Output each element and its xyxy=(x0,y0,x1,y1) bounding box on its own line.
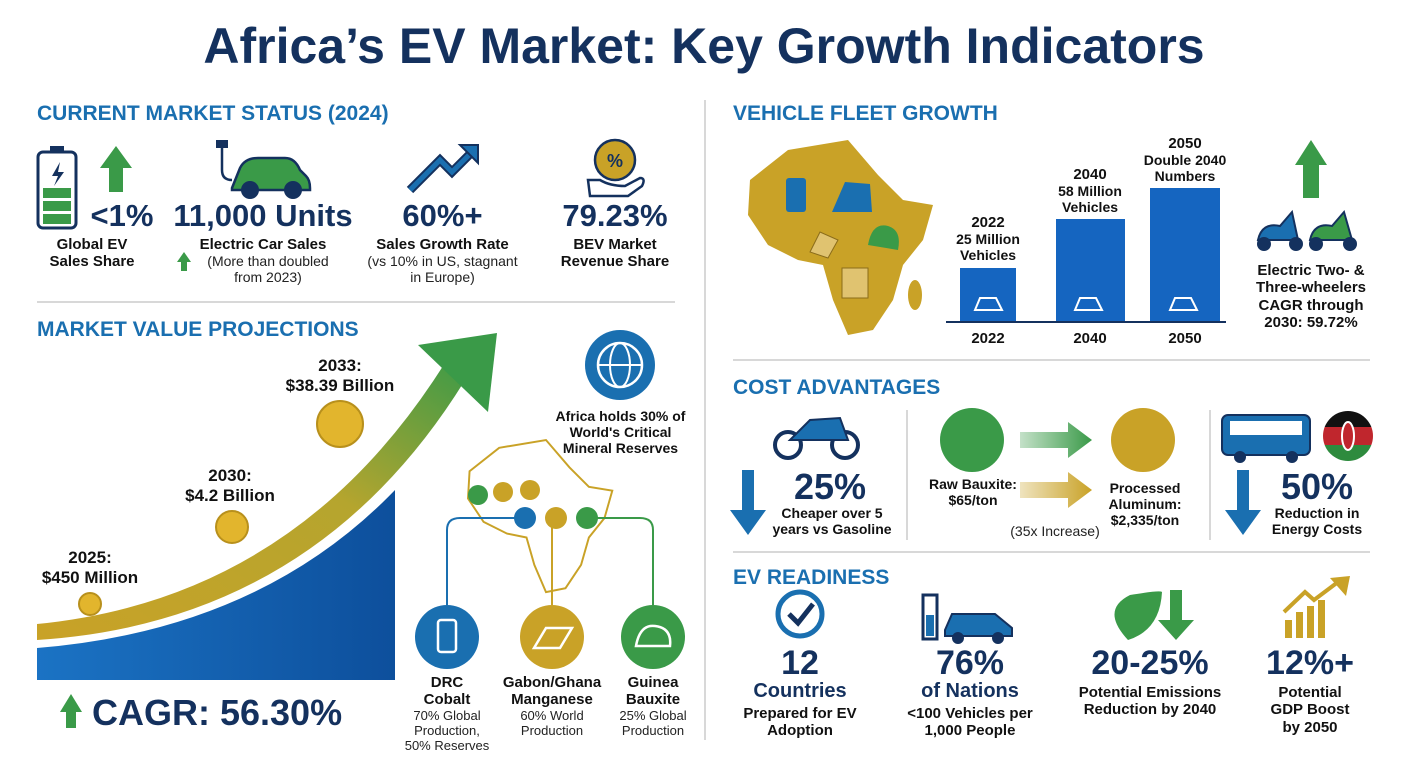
svg-text:%: % xyxy=(607,151,623,171)
mineral-connectors xyxy=(446,517,654,605)
bar-text: Double 2040 Numbers xyxy=(1143,152,1227,185)
mineral-circles xyxy=(415,605,685,669)
aluminum-circle xyxy=(1111,408,1175,472)
section-heading: VEHICLE FLEET GROWTH xyxy=(733,102,998,125)
readiness-value: 12%+ xyxy=(1266,644,1354,682)
mineral-badges xyxy=(468,480,598,529)
mineral-note: 70% Global Production, 50% Reserves xyxy=(404,708,490,753)
bar-text: 25 Million Vehicles xyxy=(956,231,1020,264)
charger-car-icon xyxy=(921,593,1013,644)
kenya-flag xyxy=(1323,411,1373,461)
growth-arrow-head xyxy=(418,333,497,412)
bar-year: 2022 xyxy=(971,330,1005,347)
readiness-value: 76% xyxy=(935,644,1005,682)
mineral-country: Guinea xyxy=(627,674,679,691)
bauxite-raw: Raw Bauxite: $65/ton xyxy=(929,476,1017,509)
mineral-country: Gabon/Ghana xyxy=(502,674,602,691)
bar-top: 2022 xyxy=(971,214,1005,231)
bar-year: 2050 xyxy=(1168,330,1202,347)
stat-note: (vs 10% in US, stagnant in Europe) xyxy=(367,253,518,286)
motorcycle-icon xyxy=(773,416,860,460)
increase-note: (35x Increase) xyxy=(1010,523,1100,539)
readiness-text: Prepared for EV Adoption xyxy=(743,705,857,740)
mineral-note: 25% Global Production xyxy=(619,708,687,738)
cost-value: 50% xyxy=(1280,466,1354,507)
value-area xyxy=(37,490,395,680)
down-arrow xyxy=(1225,470,1261,535)
check-icon xyxy=(775,589,825,639)
aluminum-processed: Processed Aluminum: $2,335/ton xyxy=(1108,480,1182,529)
stat-value: 79.23% xyxy=(562,198,668,233)
scooter-icons xyxy=(1256,209,1357,251)
dividers xyxy=(37,100,1370,740)
bus-icon xyxy=(1221,414,1311,463)
fleet-bars xyxy=(960,188,1220,322)
stat-value: 11,000 Units xyxy=(173,198,353,233)
readiness-unit: of Nations xyxy=(921,680,1019,702)
section-heading: MARKET VALUE PROJECTIONS xyxy=(37,318,359,341)
cost-text: Cheaper over 5 years vs Gasoline xyxy=(772,505,892,538)
stat-label: Electric Car Sales xyxy=(199,236,327,253)
down-arrow xyxy=(730,470,766,535)
car-plug-icon xyxy=(216,140,312,199)
readiness-text: Potential GDP Boost by 2050 xyxy=(1270,684,1350,736)
stat-label: Sales Growth Rate xyxy=(376,236,509,253)
point-year: 2025: xyxy=(68,548,112,567)
mineral-name: Bauxite xyxy=(625,691,681,708)
point-year: 2033: xyxy=(318,356,362,375)
stat-note: (More than doubled from 2023) xyxy=(207,253,329,286)
mineral-name: Manganese xyxy=(511,691,593,708)
readiness-unit: Countries xyxy=(753,680,847,702)
title: Africa’s EV Market: Key Growth Indicator… xyxy=(203,18,1205,74)
fleet-up-arrow xyxy=(1295,140,1327,198)
point-year: 2030: xyxy=(208,466,252,485)
cagr: CAGR: 56.30% xyxy=(92,692,343,733)
bauxite-circle xyxy=(940,408,1004,472)
readiness-value: 20-25% xyxy=(1091,644,1209,682)
mineral-country: DRC xyxy=(430,674,464,691)
coins xyxy=(78,400,364,616)
stat-value: 60%+ xyxy=(402,198,483,233)
bar-top: 2040 xyxy=(1073,166,1107,183)
bar-year: 2040 xyxy=(1073,330,1107,347)
battery-icon xyxy=(36,146,132,230)
green-arrow xyxy=(1020,422,1092,458)
gold-arrow xyxy=(1020,472,1092,508)
madagascar xyxy=(908,280,922,310)
small-up-arrow xyxy=(177,252,191,271)
stat-value: <1% xyxy=(90,198,154,233)
point-amount: $4.2 Billion xyxy=(185,486,275,505)
two-wheelers: Electric Two- & Three-wheelers CAGR thro… xyxy=(1255,262,1367,331)
stat-label: Global EV Sales Share xyxy=(49,236,135,271)
cost-text: Reduction in Energy Costs xyxy=(1271,505,1363,538)
stat-label: BEV Market Revenue Share xyxy=(560,236,670,271)
minerals-note: Africa holds 30% of World's Critical Min… xyxy=(555,408,686,457)
leaf-icon xyxy=(1114,590,1194,640)
percent-hand-icon: % xyxy=(586,138,645,198)
point-amount: $450 Million xyxy=(41,568,139,587)
map-icons xyxy=(786,178,899,299)
readiness-text: Potential Emissions Reduction by 2040 xyxy=(1078,684,1222,719)
readiness-text: <100 Vehicles per 1,000 People xyxy=(907,705,1033,740)
bar-text: 58 Million Vehicles xyxy=(1058,183,1122,216)
section-heading: CURRENT MARKET STATUS (2024) xyxy=(37,102,389,125)
africa-map xyxy=(748,140,933,335)
section-heading: COST ADVANTAGES xyxy=(733,376,941,399)
section-heading: EV READINESS xyxy=(733,566,890,589)
bar-top: 2050 xyxy=(1168,135,1202,152)
bar-car-icons xyxy=(973,297,1199,311)
readiness-value: 12 xyxy=(781,644,819,682)
point-amount: $38.39 Billion xyxy=(285,376,395,395)
mineral-note: 60% World Production xyxy=(520,708,584,738)
cost-value: 25% xyxy=(793,466,867,507)
growth-arrow-icon xyxy=(406,144,479,194)
gdp-chart-icon xyxy=(1282,576,1350,638)
cagr-arrow xyxy=(60,694,82,728)
mineral-name: Cobalt xyxy=(423,691,471,708)
globe-icon xyxy=(585,330,655,400)
